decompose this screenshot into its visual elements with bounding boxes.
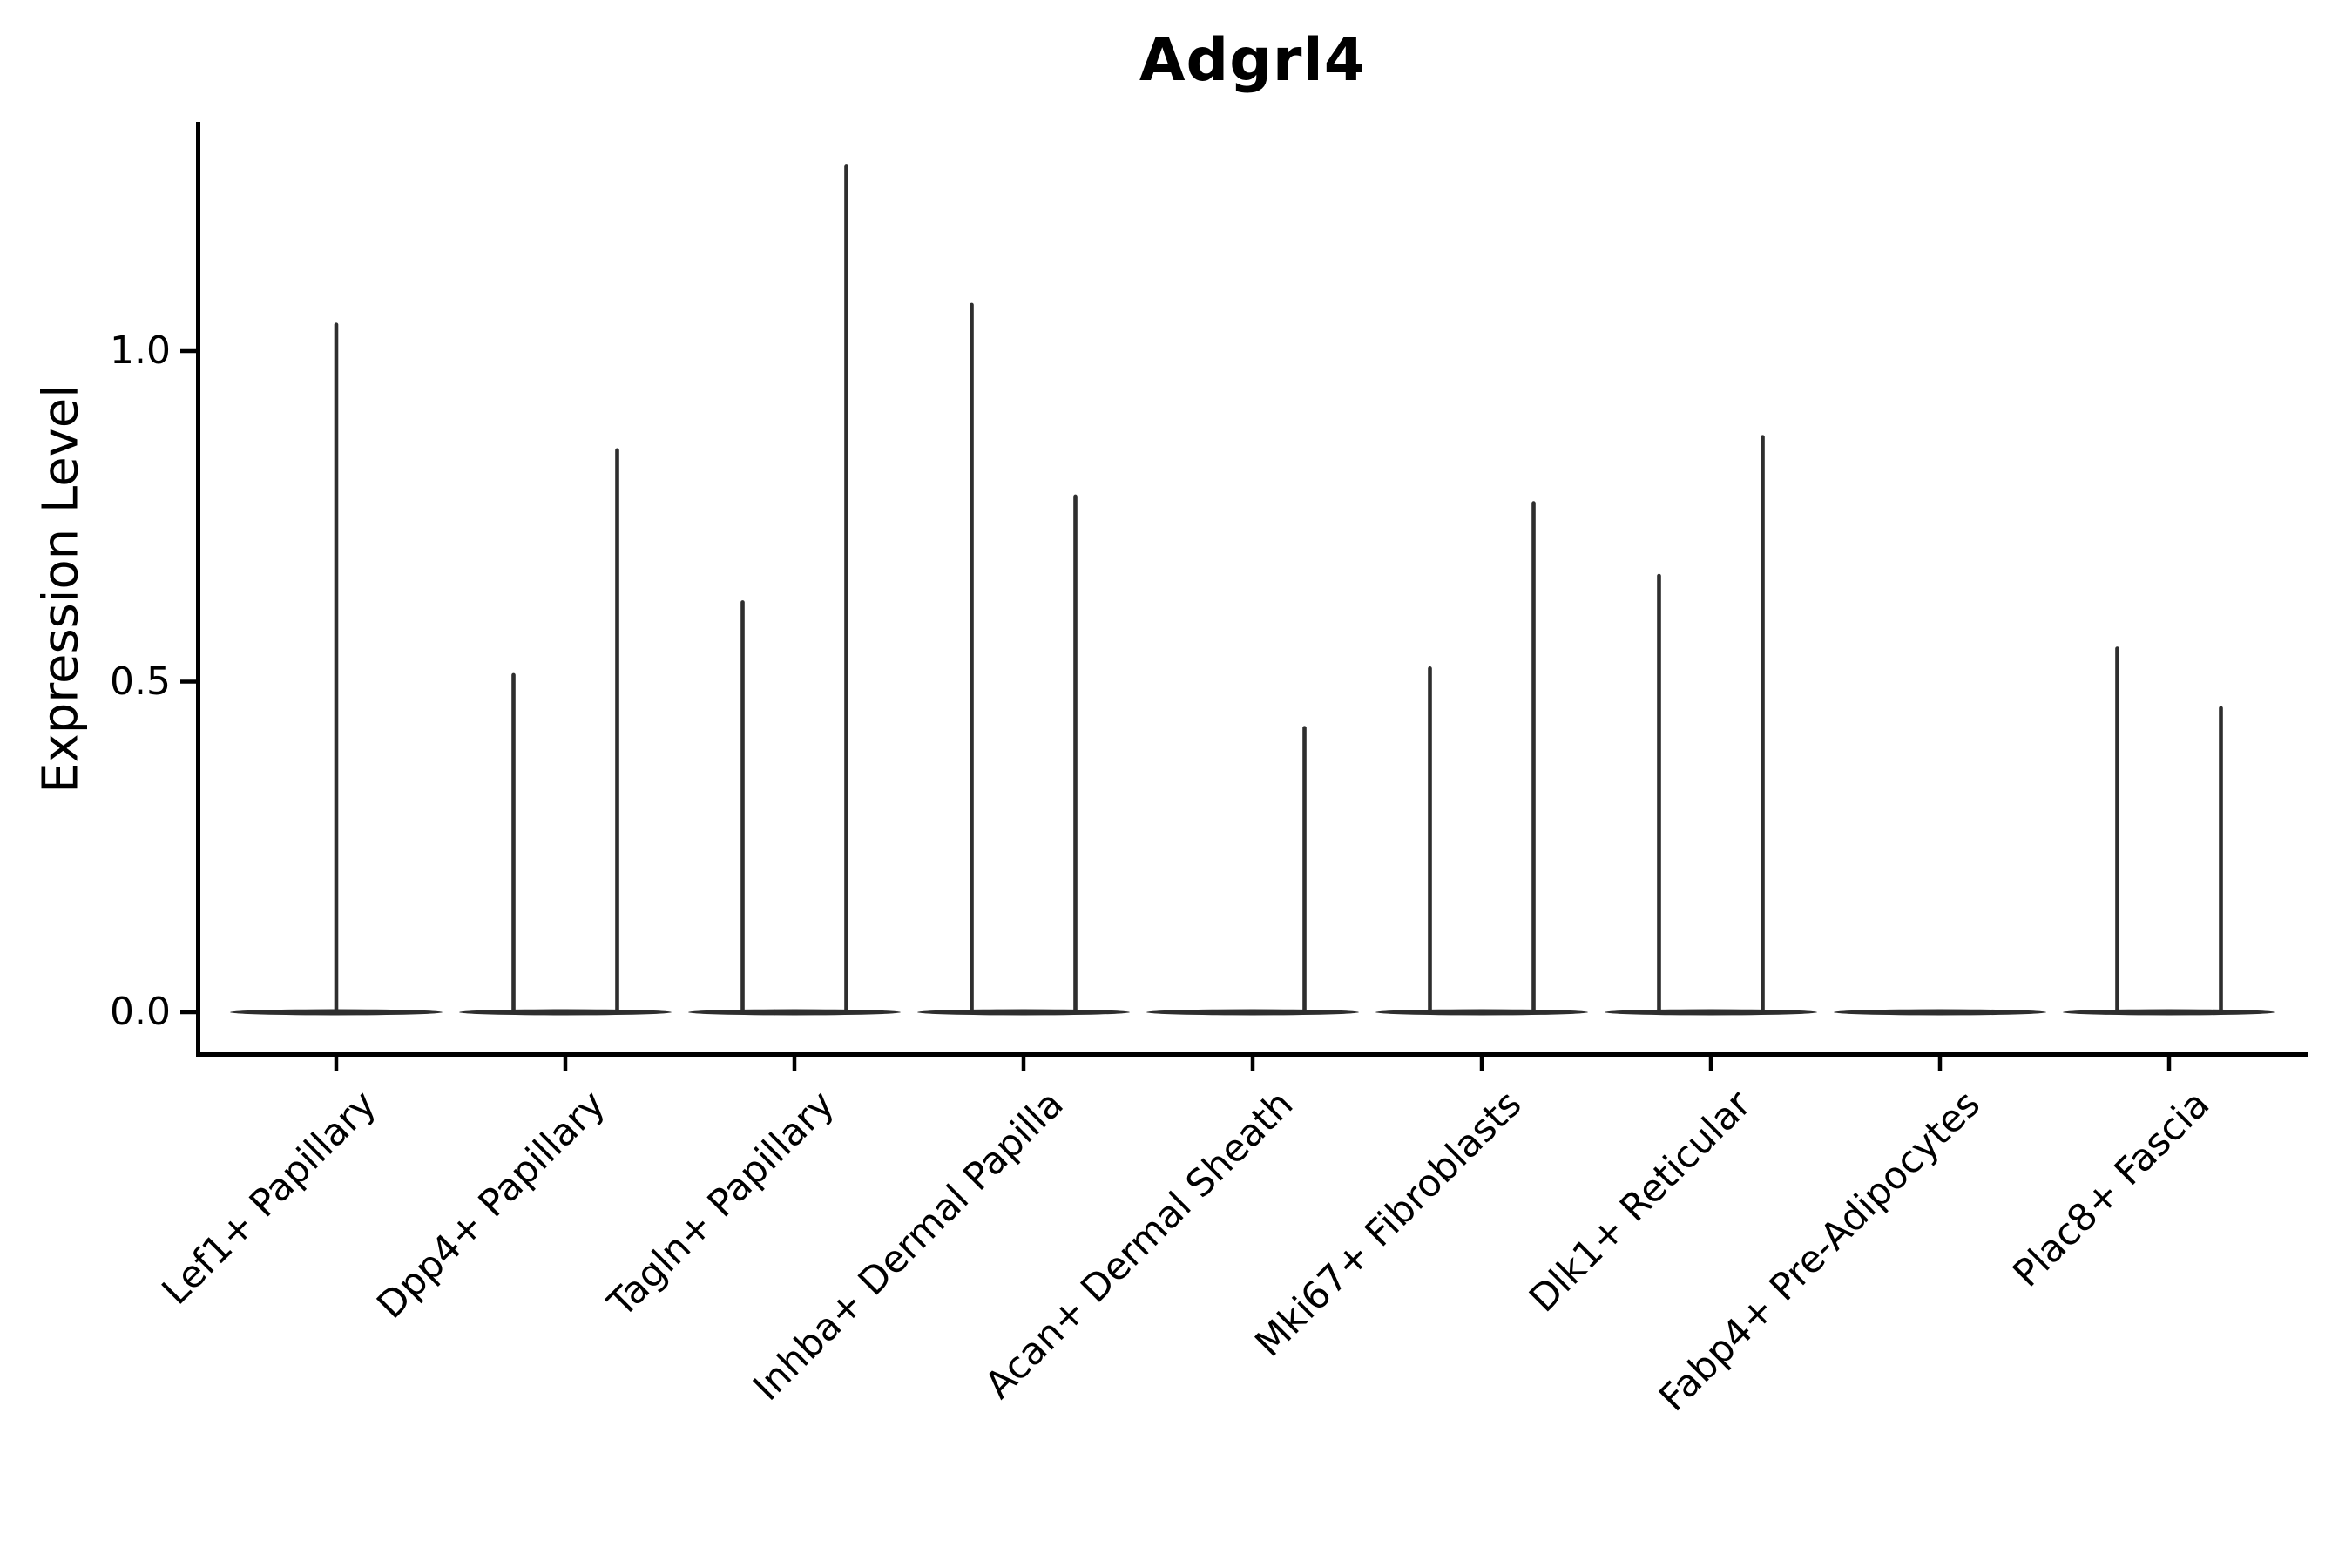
y-tick-label: 0.0: [110, 990, 171, 1034]
violin-baseline: [1146, 1009, 1359, 1016]
violin-baseline: [1375, 1009, 1588, 1016]
violin-baseline: [1605, 1009, 1817, 1016]
violin-baseline: [917, 1009, 1130, 1016]
x-axis-ticks: [334, 1057, 2172, 1071]
y-tick-label: 0.5: [110, 659, 171, 704]
y-axis-ticks: [180, 348, 196, 1015]
axis-spines: [196, 122, 2308, 1057]
y-tick-label: 1.0: [110, 328, 171, 373]
violin-baselines: [230, 1009, 2275, 1016]
violin-baseline: [459, 1009, 672, 1016]
violin-baseline: [1834, 1009, 2046, 1016]
violin-baseline: [688, 1009, 901, 1016]
violin-baseline: [2063, 1009, 2275, 1016]
violin-spikes: [334, 164, 2223, 1015]
y-axis-label: Expression Level: [32, 384, 90, 794]
chart-title: Adgrl4: [1139, 26, 1367, 95]
